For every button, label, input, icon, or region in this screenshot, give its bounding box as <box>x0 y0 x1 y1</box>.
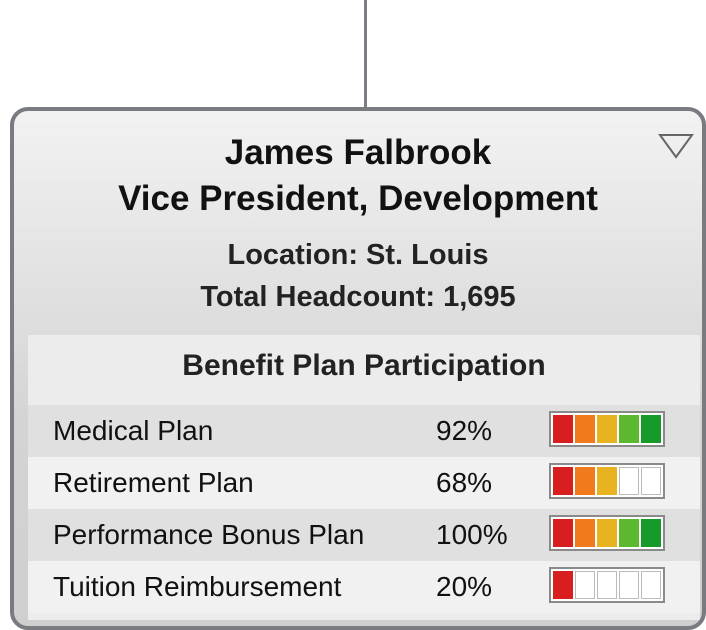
benefit-row: Retirement Plan 68% <box>28 457 700 509</box>
rating-bar <box>549 567 665 603</box>
plan-label: Tuition Reimbursement <box>53 571 342 602</box>
rating-segment <box>553 571 573 599</box>
connector-line <box>364 0 367 110</box>
benefit-panel: Benefit Plan Participation Medical Plan 9… <box>28 335 700 620</box>
rating-segment <box>597 519 617 547</box>
rating-segment <box>553 415 573 443</box>
rating-segment <box>575 571 595 599</box>
rating-segment <box>575 519 595 547</box>
plan-label: Performance Bonus Plan <box>53 519 365 550</box>
section-title: Benefit Plan Participation <box>182 349 546 382</box>
rating-segment <box>597 571 617 599</box>
rating-segment <box>619 571 639 599</box>
plan-value: 92% <box>436 415 493 446</box>
rating-segment <box>619 467 639 495</box>
rating-segment <box>553 519 573 547</box>
rating-bar <box>549 411 665 447</box>
org-card: James Falbrook Vice President, Developme… <box>10 107 706 630</box>
rating-segment <box>641 415 661 443</box>
plan-value: 68% <box>436 467 493 498</box>
rating-segment <box>575 415 595 443</box>
benefit-row: Tuition Reimbursement 20% <box>28 561 700 613</box>
rating-segment <box>641 467 661 495</box>
rating-segment <box>575 467 595 495</box>
expand-toggle[interactable] <box>658 133 694 159</box>
rating-segment <box>619 519 639 547</box>
rating-bar <box>549 515 665 551</box>
rating-bar <box>549 463 665 499</box>
plan-value: 20% <box>436 571 493 602</box>
job-title: Vice President, Development <box>118 179 598 218</box>
rating-segment <box>641 571 661 599</box>
headcount: Total Headcount: 1,695 <box>200 281 516 313</box>
location: Location: St. Louis <box>227 239 489 271</box>
rating-segment <box>641 519 661 547</box>
plan-value: 100% <box>436 519 508 550</box>
rating-segment <box>619 415 639 443</box>
rating-segment <box>553 467 573 495</box>
rating-segment <box>597 467 617 495</box>
rating-segment <box>597 415 617 443</box>
name: James Falbrook <box>224 133 492 172</box>
plan-label: Medical Plan <box>53 415 214 446</box>
plan-label: Retirement Plan <box>53 467 254 498</box>
benefit-row: Medical Plan 92% <box>28 405 700 457</box>
benefit-row: Performance Bonus Plan 100% <box>28 509 700 561</box>
